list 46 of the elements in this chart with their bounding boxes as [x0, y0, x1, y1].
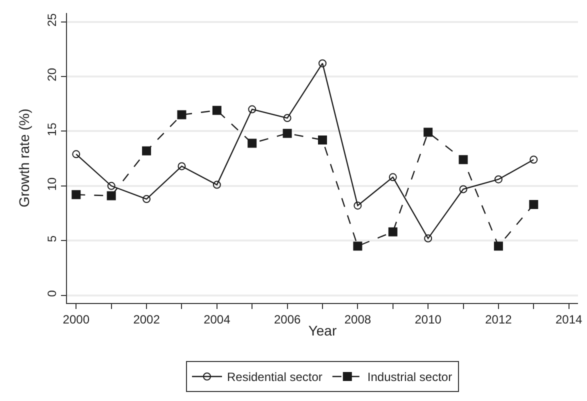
- x-tick-label: 2006: [274, 312, 301, 326]
- x-tick-label: 2014: [556, 312, 583, 326]
- point: [459, 185, 468, 194]
- point: [72, 190, 81, 200]
- legend-label: Industrial sector: [367, 370, 452, 384]
- x-tick-label: 2010: [414, 312, 442, 326]
- y-tick-label: 20: [45, 68, 60, 82]
- x-tick-label: 2004: [204, 312, 231, 326]
- point: [212, 180, 221, 189]
- y-tick-label: 10: [45, 177, 60, 191]
- point: [212, 106, 222, 115]
- point: [494, 175, 502, 184]
- point: [529, 200, 538, 210]
- point: [530, 156, 538, 164]
- x-tick-label: 2002: [133, 312, 160, 326]
- x-tick-label: 2012: [485, 312, 512, 326]
- point: [248, 105, 256, 114]
- point: [318, 59, 326, 68]
- y-axis-title: Growth rate (%): [16, 108, 32, 208]
- point: [318, 135, 327, 144]
- point: [424, 128, 433, 137]
- point: [107, 182, 116, 190]
- point: [388, 173, 397, 182]
- y-tick-label: 5: [45, 235, 60, 242]
- point: [458, 155, 468, 164]
- point: [177, 110, 186, 120]
- point: [106, 191, 116, 200]
- point: [494, 242, 503, 251]
- x-tick-label: 2000: [62, 312, 90, 326]
- x-axis-title: Year: [308, 322, 337, 339]
- point: [178, 162, 186, 170]
- legend-label: Residential sector: [227, 370, 322, 384]
- point: [72, 150, 80, 158]
- point: [353, 242, 362, 251]
- point: [283, 114, 292, 122]
- y-tick-label: 25: [45, 12, 60, 27]
- point: [388, 227, 398, 236]
- point: [248, 138, 257, 148]
- point: [142, 146, 152, 156]
- point: [424, 234, 432, 242]
- point: [354, 202, 362, 210]
- x-tick-label: 2008: [344, 312, 372, 326]
- y-tick-label: 0: [45, 290, 60, 297]
- point: [282, 128, 292, 138]
- y-tick-label: 15: [45, 122, 60, 136]
- point: [142, 195, 151, 204]
